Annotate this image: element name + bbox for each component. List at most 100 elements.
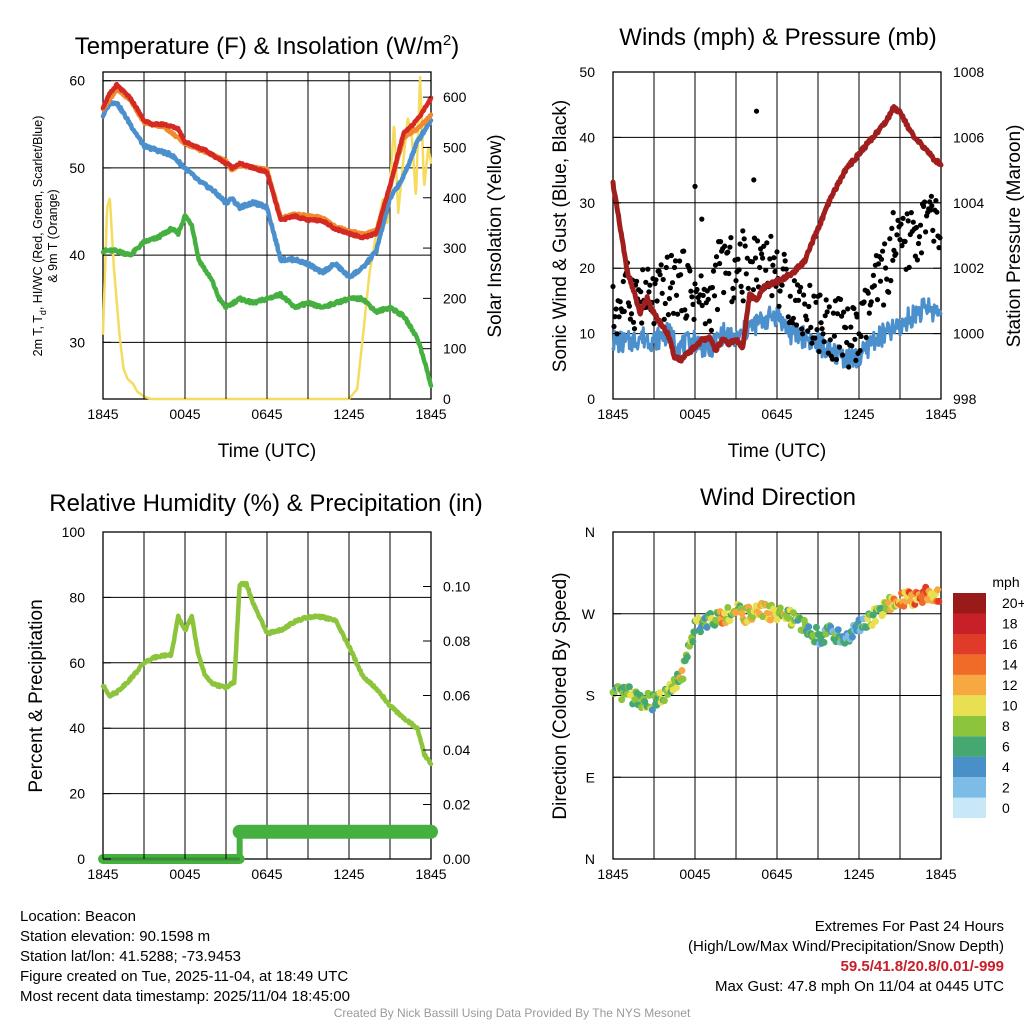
gust-point: [833, 356, 840, 363]
gust-point: [937, 235, 943, 241]
y-tick-label: 100: [443, 341, 467, 357]
gust-point: [822, 313, 828, 319]
direction-point: [721, 609, 728, 617]
colorbar-label: 14: [1002, 657, 1018, 673]
gust-point: [634, 278, 640, 284]
gust-point: [791, 278, 798, 284]
y-tick-label: 40: [69, 247, 85, 263]
y-tick-label: 0.06: [443, 688, 470, 704]
gust-point: [812, 335, 818, 341]
gust-point: [813, 299, 819, 305]
temperature-ylabel-left: 2m T, Td, HI/WC (Red, Green, Scarlet/Blu…: [31, 116, 48, 357]
y-tick-label: 0.08: [443, 633, 470, 649]
temperature-title: Temperature (F) & Insolation (W/m2): [75, 32, 459, 60]
gust-point: [730, 285, 736, 292]
y-tick-label: 50: [579, 64, 595, 80]
gust-point: [700, 292, 706, 298]
gust-point: [843, 325, 849, 331]
gust-point: [841, 309, 847, 315]
gust-point: [865, 290, 871, 296]
gust-point: [871, 283, 878, 289]
gust-point: [772, 268, 778, 275]
y-tick-label: 10: [579, 326, 595, 342]
y-tick-label: 1004: [953, 195, 984, 211]
gust-point: [931, 238, 937, 244]
gust-point: [737, 241, 743, 247]
colorbar-title: mph: [992, 574, 1019, 590]
y-tick-label: 1008: [953, 64, 984, 80]
gust-point: [834, 311, 841, 317]
gust-point: [936, 245, 942, 251]
gust-point: [785, 314, 791, 320]
colorbar-label: 2: [1002, 779, 1010, 795]
gust-point: [717, 260, 723, 267]
direction-point: [789, 609, 797, 617]
temperature-panel: Temperature (F) & Insolation (W/m2) 30 40…: [31, 32, 506, 462]
extremes-title: Extremes For Past 24 Hours: [814, 918, 1004, 935]
gust-point: [910, 219, 916, 225]
colorbar-swatch: [953, 736, 986, 757]
colorbar-swatch: [953, 797, 986, 818]
gust-point: [768, 233, 774, 239]
gust-point: [890, 257, 896, 263]
direction-y-ticks: N E S W N: [582, 524, 621, 867]
gust-point: [836, 344, 843, 350]
gust-point: [783, 266, 789, 272]
gust-point: [817, 292, 823, 298]
gust-point: [692, 183, 698, 189]
gust-point: [726, 270, 732, 277]
gust-point: [899, 243, 905, 249]
gust-point: [845, 306, 851, 312]
gust-point: [914, 257, 921, 263]
latlon-text: Station lat/lon: 41.5288; -73.9453: [20, 948, 242, 965]
gust-point: [930, 227, 936, 233]
direction-point: [776, 604, 784, 612]
gust-point: [738, 283, 744, 289]
winds-xlabel: Time (UTC): [728, 441, 827, 462]
winds-y2-ticks: 998 1000 1002 1004 1006 1008: [933, 64, 984, 407]
humidity-panel: Relative Humidity (%) & Precipitation (i…: [26, 490, 483, 882]
gust-point: [761, 243, 767, 249]
humidity-y-ticks: 0 20 40 60 80 100: [62, 524, 111, 867]
gust-point: [804, 317, 810, 323]
gust-point: [654, 298, 660, 304]
gust-point: [658, 262, 664, 268]
y-tick-label: 0.02: [443, 797, 470, 813]
direction-point: [683, 653, 691, 661]
gust-point: [739, 289, 745, 295]
gust-point: [917, 222, 924, 228]
colorbar-label: 16: [1002, 636, 1018, 652]
gust-point: [890, 210, 896, 216]
gust-point: [705, 296, 711, 302]
gust-point: [702, 321, 708, 327]
x-tick-label: 1245: [843, 406, 874, 422]
elevation-text: Station elevation: 90.1598 m: [20, 928, 211, 945]
humidity-series: [98, 580, 438, 864]
gust-point: [922, 199, 928, 205]
direction-point: [738, 609, 746, 617]
humidity-grid: [103, 532, 431, 859]
x-tick-label: 0045: [679, 406, 710, 422]
y-tick-label: 200: [443, 290, 467, 306]
gust-point: [795, 297, 802, 303]
colorbar-swatch: [953, 715, 986, 737]
direction-point: [805, 623, 813, 631]
gust-point: [740, 228, 746, 234]
y-tick-label: 30: [69, 334, 85, 350]
y-tick-label: 50: [69, 160, 85, 176]
temperature-ylabel-left-line2: & 9m T (Orange): [46, 189, 60, 282]
gust-point: [621, 308, 627, 314]
gust-point: [741, 236, 747, 242]
y-tick-label: 20: [69, 786, 85, 802]
gust-point: [796, 288, 803, 295]
gust-point: [863, 334, 869, 340]
windchill-line: [100, 99, 434, 280]
gust-point: [617, 299, 623, 305]
gust-point: [877, 278, 884, 284]
gust-point: [665, 312, 672, 318]
extremes-summary: Extremes For Past 24 Hours (High/Low/Max…: [688, 917, 1004, 997]
gust-point: [868, 299, 874, 305]
gust-point: [725, 249, 731, 255]
